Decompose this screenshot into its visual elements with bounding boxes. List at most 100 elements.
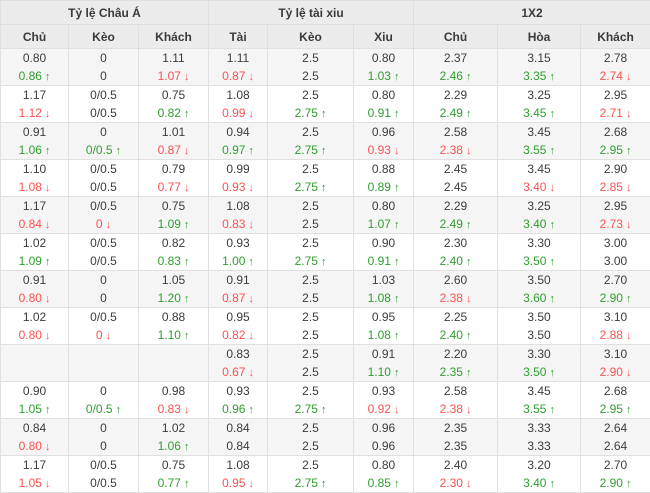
current-odds-text: 0/0.5 xyxy=(86,143,113,157)
current-odds-text: 2.90 xyxy=(600,476,623,490)
trend-up-icon: ↑ xyxy=(321,108,327,120)
opening-odds-value: 2.58 xyxy=(414,123,497,141)
trend-up-icon: ↑ xyxy=(466,108,472,120)
current-odds-text: 2.35 xyxy=(444,439,467,453)
trend-down-icon: ↓ xyxy=(45,478,51,490)
trend-up-icon: ↑ xyxy=(45,256,51,268)
opening-odds-value: 2.20 xyxy=(414,345,497,363)
current-odds-value: 0.93↓ xyxy=(354,141,413,159)
column-header-over: Tài xyxy=(209,25,268,49)
current-odds-text: 0.82 xyxy=(158,106,181,120)
trend-down-icon: ↓ xyxy=(466,478,472,490)
column-header-asian-home: Chủ xyxy=(1,25,69,49)
trend-up-icon: ↑ xyxy=(466,71,472,83)
current-odds-value: 0.80↓ xyxy=(1,326,68,344)
opening-odds-value: 0.90 xyxy=(354,234,413,252)
current-odds-text: 0 xyxy=(96,328,103,342)
current-odds-text: 2.38 xyxy=(440,143,463,157)
current-odds-text: 2.85 xyxy=(600,180,623,194)
current-odds-value: 2.35 xyxy=(414,437,497,455)
current-odds-value: 2.38↓ xyxy=(414,400,497,418)
trend-down-icon: ↓ xyxy=(106,330,112,342)
current-odds-text: 0.96 xyxy=(372,439,395,453)
current-odds-value: 1.12↓ xyxy=(1,104,68,122)
opening-odds-value: 2.29 xyxy=(414,86,497,104)
current-odds-text: 2.73 xyxy=(600,217,623,231)
current-odds-value: 1.09↑ xyxy=(139,215,208,233)
trend-down-icon: ↓ xyxy=(45,108,51,120)
opening-odds-value: 3.25 xyxy=(498,197,580,215)
current-odds-text: 2.5 xyxy=(302,439,319,453)
trend-up-icon: ↑ xyxy=(394,256,400,268)
trend-up-icon: ↑ xyxy=(549,219,555,231)
opening-odds-value: 2.5 xyxy=(268,308,353,326)
current-odds-text: 0 xyxy=(100,439,107,453)
opening-odds-value: 3.20 xyxy=(498,456,580,474)
current-odds-value: 2.75↑ xyxy=(268,400,353,418)
trend-down-icon: ↓ xyxy=(248,71,254,83)
opening-odds-value: 2.68 xyxy=(581,123,650,141)
current-odds-text: 0.91 xyxy=(368,106,391,120)
current-odds-text: 0/0.5 xyxy=(90,254,117,268)
trend-down-icon: ↓ xyxy=(184,71,190,83)
current-odds-text: 2.40 xyxy=(440,328,463,342)
current-odds-value: 0.77↓ xyxy=(139,178,208,196)
group-header-asian-handicap: Tỷ lệ Châu Á xyxy=(1,1,209,25)
opening-odds-value: 0.84 xyxy=(209,419,267,437)
odds-cell-asian-home xyxy=(1,345,69,382)
current-odds-value: 0/0.5 xyxy=(69,104,138,122)
current-odds-value: 0↓ xyxy=(69,326,138,344)
opening-odds-value: 0.94 xyxy=(209,123,267,141)
opening-odds-value: 0.75 xyxy=(139,456,208,474)
current-odds-value: 0 xyxy=(69,289,138,307)
trend-down-icon: ↓ xyxy=(394,404,400,416)
group-header-1x2: 1X2 xyxy=(414,1,650,25)
trend-up-icon: ↑ xyxy=(321,145,327,157)
trend-up-icon: ↑ xyxy=(549,256,555,268)
current-odds-text: 2.49 xyxy=(440,217,463,231)
opening-odds-value: 0/0.5 xyxy=(69,456,138,474)
trend-up-icon: ↑ xyxy=(394,219,400,231)
opening-odds-value: 0/0.5 xyxy=(69,86,138,104)
trend-up-icon: ↑ xyxy=(394,330,400,342)
opening-odds-value: 1.17 xyxy=(1,86,68,104)
trend-up-icon: ↑ xyxy=(466,256,472,268)
current-odds-text: 0.83 xyxy=(158,254,181,268)
column-header-1x2-away: Khách xyxy=(581,25,650,49)
current-odds-value: 2.5 xyxy=(268,215,353,233)
opening-odds-value: 0.95 xyxy=(209,308,267,326)
trend-up-icon: ↑ xyxy=(45,145,51,157)
current-odds-text: 0.77 xyxy=(158,180,181,194)
opening-odds-value: 0.93 xyxy=(209,382,267,400)
